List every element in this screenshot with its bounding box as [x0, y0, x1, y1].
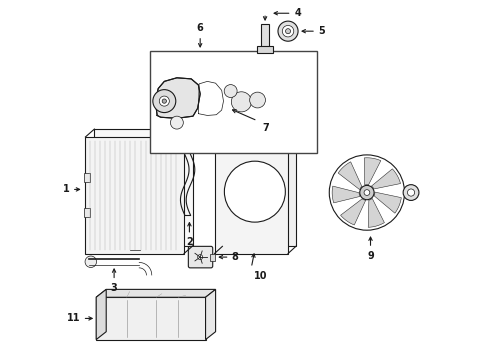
Circle shape: [329, 155, 405, 230]
FancyBboxPatch shape: [188, 246, 213, 268]
Bar: [85, 137, 184, 253]
Polygon shape: [205, 289, 216, 339]
Bar: [215, 137, 288, 253]
Text: 1: 1: [63, 184, 70, 194]
Text: 5: 5: [318, 26, 324, 36]
Polygon shape: [332, 186, 360, 203]
Text: 3: 3: [111, 283, 118, 293]
Circle shape: [224, 161, 285, 222]
Polygon shape: [155, 78, 200, 118]
Circle shape: [171, 116, 183, 129]
Polygon shape: [96, 289, 106, 339]
Polygon shape: [364, 158, 381, 185]
Circle shape: [197, 255, 203, 260]
Polygon shape: [338, 162, 362, 190]
Circle shape: [159, 96, 170, 106]
Polygon shape: [368, 198, 384, 227]
Circle shape: [408, 189, 415, 196]
Circle shape: [231, 92, 251, 112]
Polygon shape: [257, 45, 273, 53]
Circle shape: [250, 92, 266, 108]
Text: 11: 11: [67, 314, 80, 323]
Text: 4: 4: [294, 8, 301, 18]
Text: 9: 9: [367, 251, 374, 261]
Bar: [222, 130, 296, 246]
Circle shape: [403, 185, 419, 201]
Circle shape: [224, 85, 237, 98]
Text: 7: 7: [262, 123, 269, 133]
Polygon shape: [374, 192, 401, 213]
Circle shape: [278, 21, 298, 41]
Circle shape: [85, 256, 97, 267]
Circle shape: [286, 29, 291, 34]
Polygon shape: [210, 253, 215, 261]
Polygon shape: [96, 289, 216, 297]
Bar: [150, 51, 317, 153]
Polygon shape: [371, 169, 400, 189]
Circle shape: [360, 185, 374, 200]
Polygon shape: [96, 297, 205, 339]
Circle shape: [282, 26, 294, 37]
Circle shape: [364, 190, 370, 195]
Circle shape: [153, 90, 176, 113]
Bar: [95, 129, 193, 246]
Bar: [84, 174, 90, 182]
Text: 2: 2: [186, 237, 193, 247]
Circle shape: [162, 99, 167, 103]
Bar: [84, 208, 90, 217]
Text: 8: 8: [232, 252, 239, 262]
Text: 10: 10: [253, 271, 267, 281]
Polygon shape: [261, 24, 269, 47]
Polygon shape: [341, 199, 366, 225]
Text: 6: 6: [197, 23, 203, 33]
